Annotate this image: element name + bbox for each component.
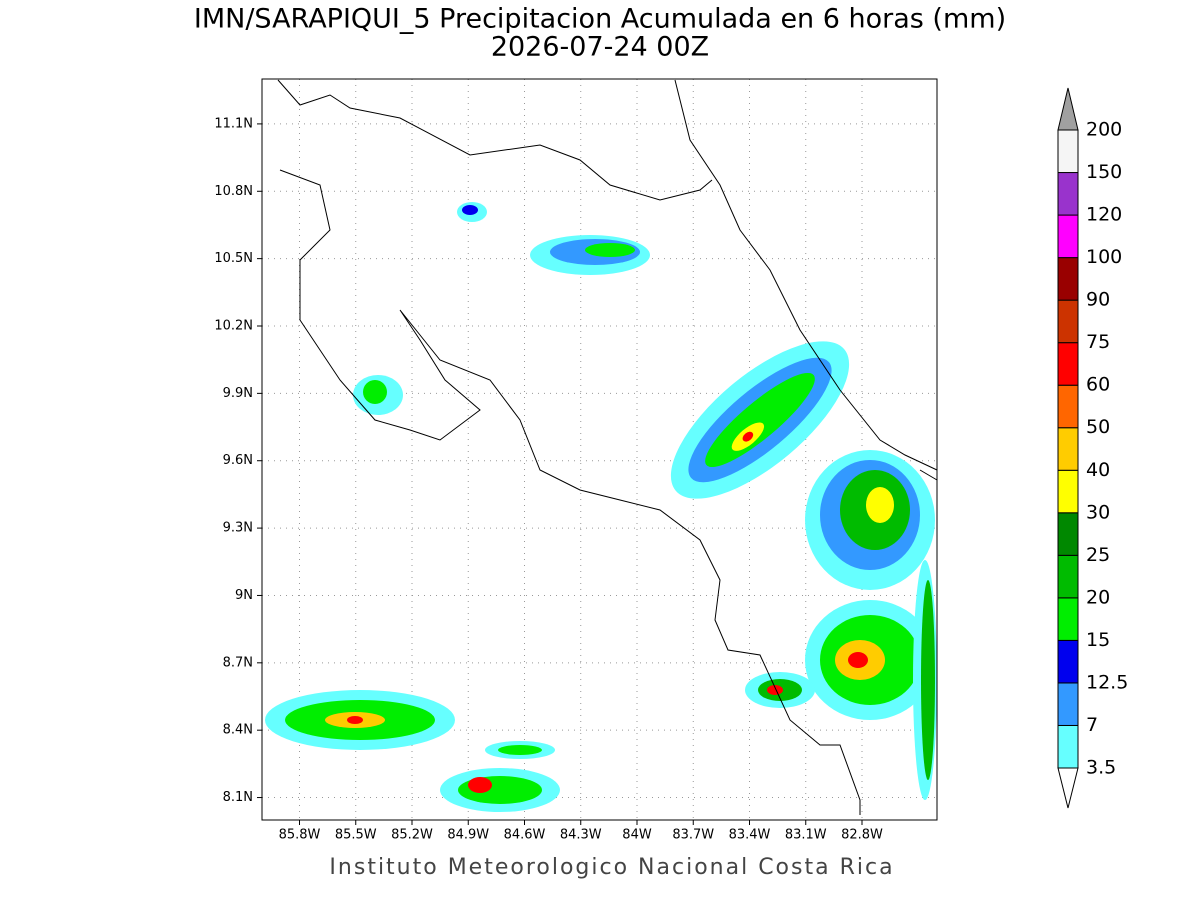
x-tick-label: 83.4W xyxy=(729,828,771,843)
rain-blob xyxy=(913,560,937,800)
rain-blob xyxy=(805,450,935,590)
colorbar-swatch xyxy=(1057,129,1079,174)
rain-blob xyxy=(805,600,935,720)
x-tick-label: 84.9W xyxy=(447,828,489,843)
colorbar-swatch xyxy=(1057,597,1079,641)
x-tick-label: 84.3W xyxy=(560,828,602,843)
colorbar-label: 150 xyxy=(1086,161,1122,183)
colorbar-label: 25 xyxy=(1086,544,1110,566)
y-tick-label: 9.3N xyxy=(223,521,253,536)
colorbar-label: 3.5 xyxy=(1086,757,1116,779)
title: IMN/SARAPIQUI_5 Precipitacion Acumulada … xyxy=(194,4,1006,35)
colorbar-label: 30 xyxy=(1086,501,1110,523)
colorbar-label: 100 xyxy=(1086,246,1122,268)
rain-blob xyxy=(265,690,455,750)
colorbar-swatch xyxy=(1057,257,1079,301)
colorbar-label: 90 xyxy=(1086,289,1110,311)
rain-blob xyxy=(457,202,487,222)
colorbar-label: 50 xyxy=(1086,416,1110,438)
colorbar-triangle-high xyxy=(1057,87,1079,131)
rain-blob xyxy=(485,741,555,759)
rain-blob xyxy=(670,341,850,499)
colorbar-label: 15 xyxy=(1086,629,1110,651)
colorbar-label: 200 xyxy=(1086,119,1122,141)
colorbar-swatch xyxy=(1057,299,1079,344)
y-tick-label: 10.2N xyxy=(214,319,253,334)
colorbar-label: 12.5 xyxy=(1086,671,1128,693)
x-tick-label: 84.6W xyxy=(504,828,546,843)
map-frame xyxy=(261,78,938,821)
colorbar-swatch xyxy=(1057,214,1079,259)
colorbar-swatch xyxy=(1057,172,1079,216)
x-tick-label: 83.1W xyxy=(785,828,827,843)
colorbar-swatch xyxy=(1057,682,1079,726)
y-tick-label: 8.7N xyxy=(223,655,253,670)
y-tick-label: 10.8N xyxy=(214,184,253,199)
colorbar-label: 7 xyxy=(1086,714,1098,736)
y-tick-label: 9.9N xyxy=(223,386,253,401)
colorbar-label: 60 xyxy=(1086,374,1110,396)
precipitation-field xyxy=(265,202,937,812)
rain-blob xyxy=(530,235,650,275)
y-tick-label: 10.5N xyxy=(214,251,253,266)
y-tick-label: 9.6N xyxy=(223,453,253,468)
y-tick-label: 9N xyxy=(235,588,253,603)
rain-blob xyxy=(353,375,403,415)
x-tick-label: 85.8W xyxy=(279,828,321,843)
x-tick-label: 84W xyxy=(622,828,652,843)
x-tick-label: 85.2W xyxy=(391,828,433,843)
colorbar-swatch xyxy=(1057,342,1079,386)
x-tick-label: 83.7W xyxy=(672,828,714,843)
rain-blob xyxy=(440,768,560,812)
colorbar-swatch xyxy=(1057,384,1079,429)
colorbar-swatch xyxy=(1057,427,1079,471)
x-tick-label: 85.5W xyxy=(335,828,377,843)
colorbar-label: 75 xyxy=(1086,331,1110,353)
colorbar-swatch xyxy=(1057,469,1079,514)
colorbar-label: 120 xyxy=(1086,204,1122,226)
subtitle: 2026-07-24 00Z xyxy=(491,32,709,63)
coastline xyxy=(277,79,938,815)
y-tick-label: 8.1N xyxy=(223,790,253,805)
y-tick-label: 11.1N xyxy=(214,116,253,131)
colorbar-label: 40 xyxy=(1086,459,1110,481)
colorbar-swatch xyxy=(1057,639,1079,684)
colorbar: 3.5 7 12.5 15 20 25 30 40 50 60 75 90 100 120 150 200 xyxy=(1057,87,1128,809)
colorbar-swatch xyxy=(1057,724,1079,769)
colorbar-swatch xyxy=(1057,512,1079,556)
footer: Instituto Meteorologico Nacional Costa R… xyxy=(329,855,894,880)
x-tick-label: 82.8W xyxy=(841,828,883,843)
colorbar-swatch xyxy=(1057,554,1079,599)
colorbar-label: 20 xyxy=(1086,586,1110,608)
colorbar-triangle-low xyxy=(1057,767,1079,809)
rain-blob xyxy=(745,672,815,708)
y-tick-label: 8.4N xyxy=(223,723,253,738)
